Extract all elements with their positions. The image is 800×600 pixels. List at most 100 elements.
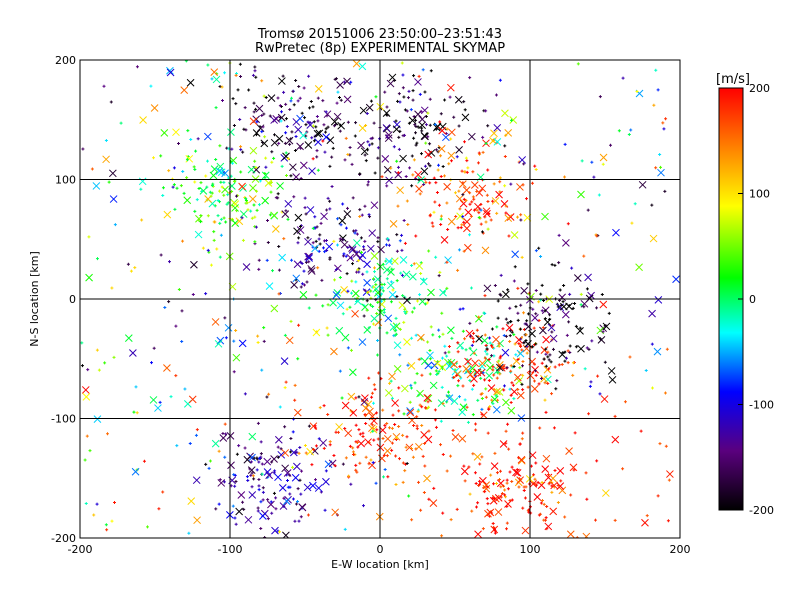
point-194 <box>242 127 246 131</box>
point-1600 <box>522 341 526 345</box>
point-1161 <box>489 218 493 222</box>
point-954 <box>540 361 544 365</box>
point-1759 <box>274 507 278 511</box>
point-643 <box>333 278 337 282</box>
point-242 <box>304 134 308 138</box>
point-465 <box>193 180 197 184</box>
point-1384 <box>288 485 292 489</box>
point-858 <box>471 359 479 368</box>
point-1442 <box>361 431 365 435</box>
point-2147 <box>112 355 116 359</box>
point-2070 <box>266 517 270 521</box>
point-273 <box>354 121 358 125</box>
point-705 <box>447 394 451 398</box>
point-1735 <box>213 220 217 224</box>
point-2173 <box>262 326 266 330</box>
point-982 <box>482 481 491 490</box>
point-32 <box>395 249 399 253</box>
point-2051 <box>210 68 219 76</box>
point-1659 <box>557 261 561 265</box>
point-75 <box>344 254 348 258</box>
point-1505 <box>405 435 409 439</box>
point-353 <box>364 159 368 163</box>
point-1205 <box>491 199 495 203</box>
point-295 <box>398 100 402 104</box>
point-449 <box>270 160 274 164</box>
point-2145 <box>457 248 461 252</box>
point-532 <box>208 190 212 194</box>
point-193 <box>322 123 326 127</box>
chart-title: Tromsø 20151006 23:50:00–23:51:43 <box>257 27 502 42</box>
point-1173 <box>466 166 470 170</box>
point-65 <box>351 262 355 266</box>
point-1620 <box>556 305 560 309</box>
point-1117 <box>533 493 542 501</box>
point-1733 <box>163 364 171 372</box>
point-460 <box>199 181 203 185</box>
point-430 <box>280 164 284 168</box>
point-1963 <box>262 94 266 98</box>
point-1048 <box>543 518 547 522</box>
point-1397 <box>298 503 307 512</box>
point-409 <box>428 123 432 127</box>
point-2133 <box>303 444 307 448</box>
point-696 <box>419 272 423 276</box>
point-2159 <box>206 248 210 252</box>
point-117 <box>294 213 303 222</box>
point-961 <box>458 365 462 369</box>
point-1330 <box>252 456 256 460</box>
y-tick-label-2: 0 <box>69 293 76 306</box>
point-840 <box>472 383 476 387</box>
point-195 <box>278 77 286 85</box>
point-1996 <box>180 309 184 313</box>
point-1992 <box>302 86 306 90</box>
point-639 <box>450 336 454 340</box>
point-1761 <box>140 218 144 222</box>
point-1534 <box>385 422 389 426</box>
point-977 <box>466 370 475 379</box>
point-146 <box>238 62 242 66</box>
point-1704 <box>565 356 569 360</box>
point-926 <box>462 365 471 373</box>
point-2060 <box>181 239 185 243</box>
point-737 <box>497 359 501 363</box>
point-1255 <box>504 214 513 222</box>
point-958 <box>495 376 499 380</box>
point-2138 <box>95 348 99 352</box>
point-359 <box>436 163 440 167</box>
point-2170 <box>283 386 287 390</box>
point-443 <box>268 213 272 217</box>
point-1984 <box>211 318 220 326</box>
point-270 <box>328 164 332 168</box>
point-284 <box>412 136 416 140</box>
point-339 <box>424 123 428 127</box>
point-855 <box>487 358 491 362</box>
point-1465 <box>328 440 332 444</box>
point-1511 <box>434 425 438 429</box>
point-1888 <box>486 431 490 435</box>
point-224 <box>218 84 222 88</box>
point-844 <box>505 323 514 332</box>
point-1752 <box>235 194 239 198</box>
point-1956 <box>524 485 528 489</box>
point-714 <box>456 384 460 388</box>
point-318 <box>462 100 466 104</box>
point-885 <box>509 369 513 373</box>
point-1474 <box>344 456 348 460</box>
point-1800 <box>433 122 437 126</box>
point-1989 <box>346 346 350 350</box>
point-412 <box>350 162 354 166</box>
point-1775 <box>349 80 353 84</box>
point-1203 <box>436 168 440 172</box>
point-1037 <box>470 509 474 513</box>
point-1475 <box>381 408 385 412</box>
point-1400 <box>415 424 419 428</box>
point-191 <box>275 134 284 143</box>
point-1192 <box>449 159 453 163</box>
point-2038 <box>592 175 596 179</box>
point-649 <box>375 312 379 316</box>
point-127 <box>336 243 339 247</box>
point-2127 <box>566 349 570 353</box>
point-1518 <box>333 464 337 468</box>
point-329 <box>418 121 426 130</box>
